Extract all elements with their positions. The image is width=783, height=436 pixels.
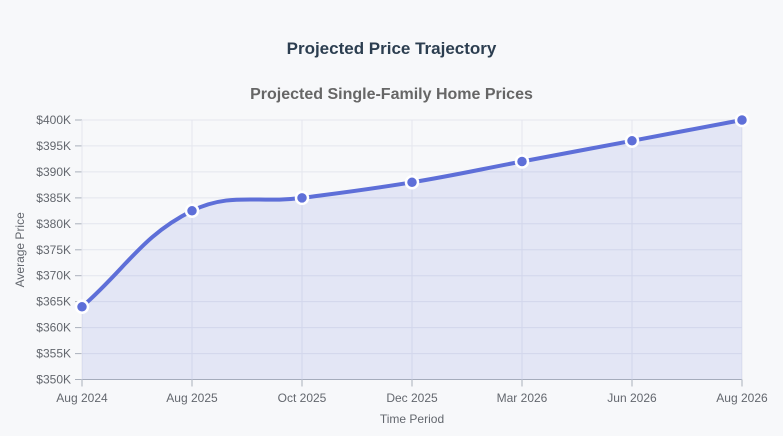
y-tick-label: $370K (36, 269, 71, 283)
data-point[interactable] (734, 112, 750, 128)
data-point[interactable] (404, 175, 420, 190)
data-point[interactable] (514, 154, 530, 169)
x-tick-label: Mar 2026 (497, 391, 548, 405)
y-tick-label: $365K (36, 295, 71, 309)
data-point[interactable] (624, 133, 640, 149)
x-tick-label: Oct 2025 (278, 391, 327, 405)
y-tick-label: $380K (36, 217, 71, 231)
x-tick-label: Aug 2026 (716, 391, 768, 405)
y-tick-label: $400K (36, 113, 71, 127)
y-tick-label: $355K (36, 347, 71, 361)
y-tick-label: $390K (36, 165, 71, 179)
y-tick-label: $360K (36, 321, 71, 335)
y-tick-label: $395K (36, 139, 71, 153)
y-tick-label: $385K (36, 191, 71, 205)
y-tick-label: $375K (36, 243, 71, 257)
page-title: Projected Price Trajectory (286, 39, 497, 58)
y-tick-label: $350K (36, 373, 71, 387)
x-axis-title: Time Period (380, 412, 444, 426)
x-tick-label: Aug 2024 (56, 391, 108, 405)
data-point[interactable] (74, 299, 90, 315)
data-point[interactable] (184, 203, 200, 219)
series-area (82, 120, 742, 380)
x-tick-label: Jun 2026 (607, 391, 657, 405)
y-axis-title: Average Price (13, 212, 27, 287)
chart-title: Projected Single-Family Home Prices (250, 86, 533, 103)
data-point[interactable] (294, 190, 310, 206)
x-tick-label: Dec 2025 (386, 391, 438, 405)
x-tick-label: Aug 2025 (166, 391, 218, 405)
